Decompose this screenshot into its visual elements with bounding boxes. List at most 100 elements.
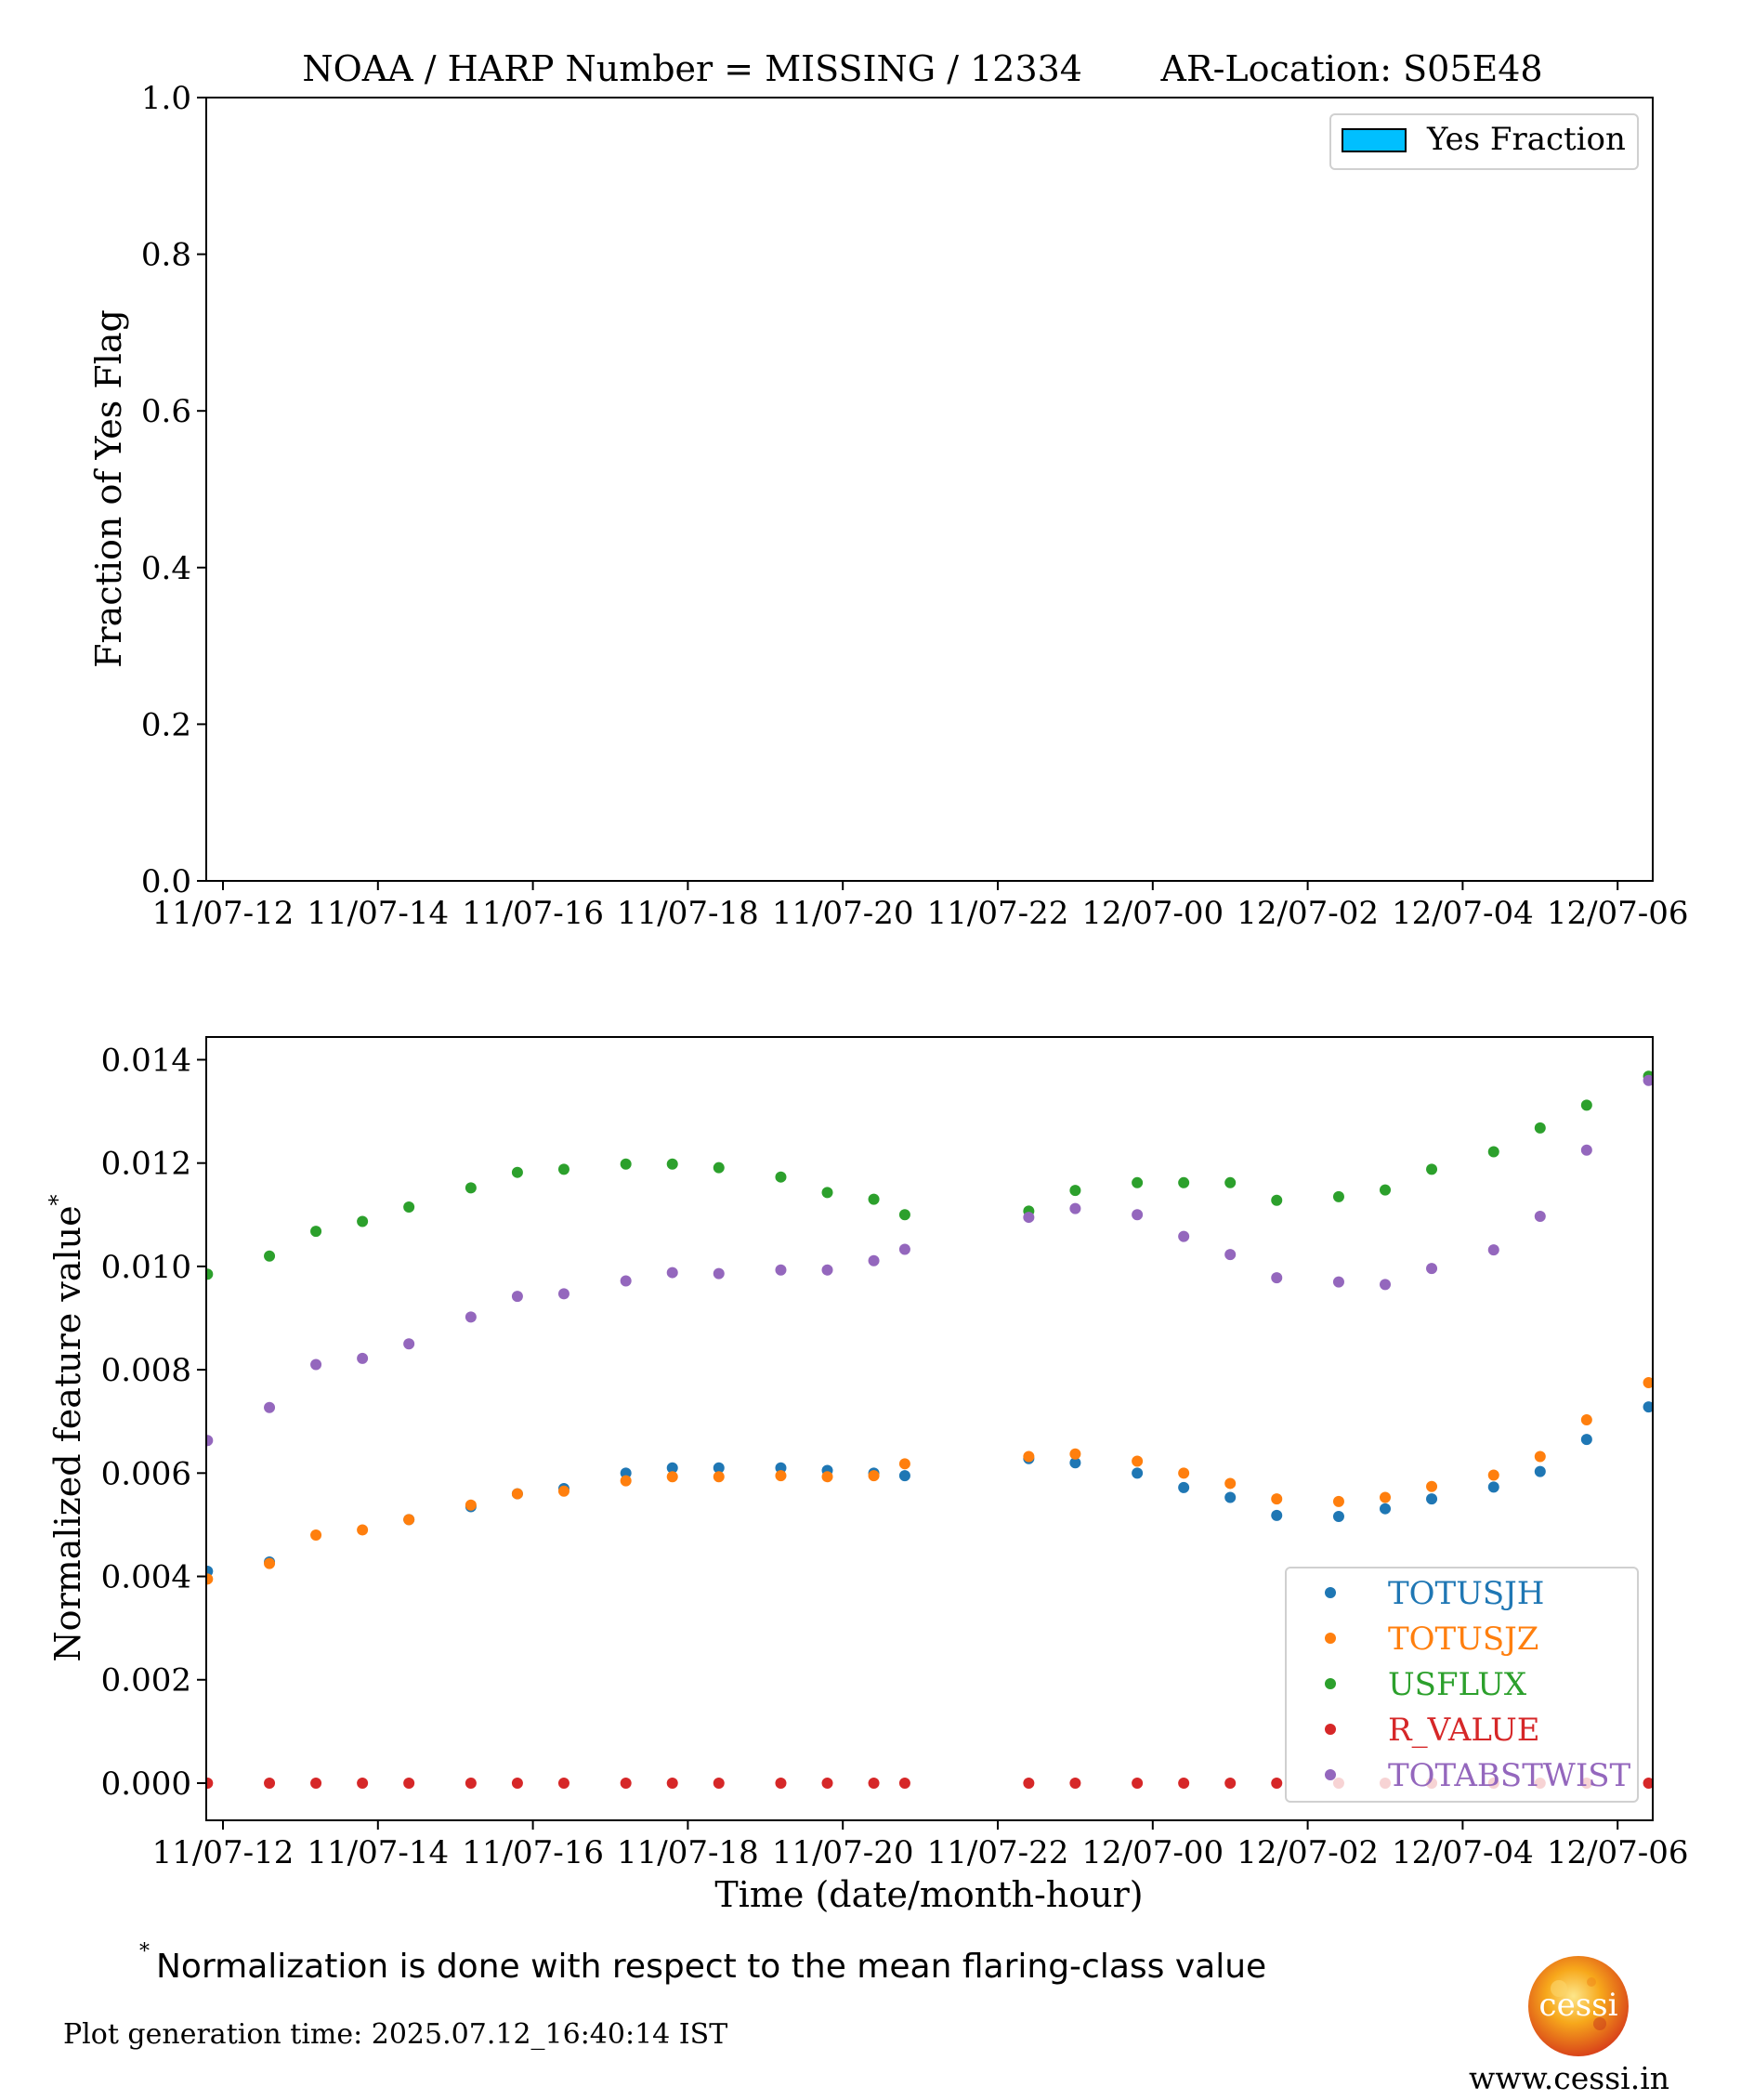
- sun-logo-icon: [1528, 1956, 1629, 2056]
- point-usflux: [403, 1201, 415, 1213]
- bottom-x-tick-label: 12/07-00: [1081, 1834, 1224, 1871]
- point-totusjh: [666, 1462, 678, 1474]
- point-usflux: [1534, 1122, 1546, 1134]
- bottom-y-tick-label: 0.006: [101, 1455, 191, 1492]
- point-totusjz: [511, 1488, 523, 1500]
- point-usflux: [557, 1163, 569, 1175]
- point-totabstwist: [310, 1358, 322, 1371]
- point-totabstwist: [1643, 1074, 1653, 1086]
- legend-marker-totabstwist: [1325, 1769, 1336, 1780]
- top-chart-title: NOAA / HARP Number = MISSING / 12334 AR-…: [302, 48, 1542, 89]
- point-r-value: [557, 1777, 569, 1789]
- point-usflux: [1380, 1184, 1391, 1196]
- point-totusjz: [1643, 1377, 1653, 1389]
- point-totusjz: [1271, 1493, 1283, 1505]
- point-totabstwist: [557, 1288, 569, 1300]
- point-totusjh: [1534, 1465, 1546, 1477]
- point-totusjh: [1069, 1457, 1081, 1469]
- point-usflux: [868, 1193, 880, 1205]
- point-totusjh: [1332, 1511, 1344, 1523]
- point-totabstwist: [1487, 1244, 1499, 1256]
- bottom-y-tick-label: 0.008: [101, 1352, 191, 1389]
- point-totusjh: [1426, 1493, 1438, 1505]
- point-r-value: [775, 1777, 787, 1789]
- point-usflux: [666, 1158, 678, 1170]
- footnote-marker: *: [139, 1940, 150, 1963]
- point-r-value: [511, 1777, 523, 1789]
- point-r-value: [1023, 1777, 1035, 1789]
- top-x-tick-label: 12/07-04: [1392, 895, 1534, 932]
- point-totabstwist: [1380, 1279, 1391, 1291]
- point-totusjz: [1426, 1480, 1438, 1492]
- point-usflux: [1132, 1176, 1144, 1188]
- point-r-value: [713, 1777, 725, 1789]
- top-y-tick-label: 0.2: [141, 706, 191, 743]
- bottom-y-axis-label-sup: *: [45, 1194, 71, 1205]
- point-totusjz: [1132, 1455, 1144, 1467]
- point-usflux: [1487, 1146, 1499, 1158]
- point-totusjh: [620, 1467, 632, 1479]
- point-r-value: [1132, 1777, 1144, 1789]
- bottom-x-axis: 11/07-12 11/07-14 11/07-16 11/07-18 11/07-20…: [152, 1820, 1689, 1871]
- point-totabstwist: [666, 1267, 678, 1279]
- top-y-axis-label: Fraction of Yes Flag: [88, 309, 129, 668]
- top-y-tick-label: 0.6: [141, 393, 191, 430]
- point-totusjz: [1380, 1491, 1391, 1503]
- legend-label-yes-fraction: Yes Fraction: [1426, 121, 1626, 158]
- point-usflux: [357, 1215, 369, 1227]
- point-usflux: [775, 1171, 787, 1183]
- point-usflux: [713, 1162, 725, 1174]
- point-totusjh: [1380, 1503, 1391, 1515]
- point-r-value: [1271, 1777, 1283, 1789]
- point-usflux: [310, 1226, 322, 1238]
- point-totusjz: [620, 1475, 632, 1487]
- point-totusjz: [1178, 1467, 1190, 1479]
- top-x-tick-label: 11/07-20: [772, 895, 914, 932]
- top-x-tick-label: 12/07-02: [1237, 895, 1379, 932]
- point-totabstwist: [1224, 1249, 1237, 1261]
- bottom-y-tick-label: 0.000: [101, 1765, 191, 1803]
- point-r-value: [1643, 1777, 1653, 1789]
- bottom-x-tick-label: 11/07-20: [772, 1834, 914, 1871]
- point-r-value: [310, 1777, 322, 1789]
- point-totabstwist: [868, 1254, 880, 1267]
- top-plot-frame: [205, 97, 1654, 882]
- point-totusjh: [1132, 1467, 1144, 1479]
- point-totusjz: [868, 1470, 880, 1482]
- bottom-x-tick-label: 11/07-22: [927, 1834, 1069, 1871]
- svg-text:Normalized feature value*: Normalized feature value*: [45, 1194, 88, 1661]
- point-r-value: [1178, 1777, 1190, 1789]
- point-totusjz: [357, 1524, 369, 1536]
- point-totabstwist: [206, 1435, 214, 1447]
- top-x-tick-label: 11/07-14: [307, 895, 449, 932]
- top-x-tick-label: 11/07-12: [152, 895, 295, 932]
- top-x-tick-label: 11/07-16: [462, 895, 604, 932]
- bottom-y-tick-label: 0.012: [101, 1146, 191, 1183]
- point-totusjh: [1580, 1434, 1592, 1446]
- bottom-x-axis-label: Time (date/month-hour): [714, 1874, 1143, 1915]
- bottom-x-tick-label: 11/07-18: [617, 1834, 759, 1871]
- bottom-x-tick-label: 12/07-04: [1392, 1834, 1534, 1871]
- legend-label-r-value: R_VALUE: [1388, 1712, 1540, 1749]
- point-usflux: [1224, 1176, 1237, 1188]
- top-y-tick-label: 0.0: [141, 863, 191, 900]
- point-totusjz: [310, 1529, 322, 1542]
- legend-label-usflux: USFLUX: [1388, 1666, 1527, 1703]
- point-r-value: [1224, 1777, 1237, 1789]
- point-totabstwist: [1426, 1263, 1438, 1275]
- point-r-value: [868, 1777, 880, 1789]
- bottom-legend: TOTUSJH TOTUSJZ USFLUX R_VALUE TOTABSTWIST: [1285, 1567, 1639, 1803]
- point-usflux: [1426, 1163, 1438, 1175]
- top-y-tick-label: 0.8: [141, 237, 191, 274]
- point-usflux: [620, 1158, 632, 1170]
- generation-time: Plot generation time: 2025.07.12_16:40:1…: [63, 2018, 727, 2051]
- top-y-tick-label: 1.0: [141, 80, 191, 117]
- point-totusjz: [557, 1485, 569, 1497]
- legend-marker-usflux: [1325, 1678, 1336, 1689]
- point-totabstwist: [620, 1275, 632, 1287]
- point-totusjz: [821, 1471, 833, 1483]
- bottom-y-axis-label: Normalized feature value*: [45, 1194, 88, 1661]
- point-totusjz: [264, 1557, 276, 1569]
- bottom-y-axis-label-text: Normalized feature value: [47, 1205, 88, 1661]
